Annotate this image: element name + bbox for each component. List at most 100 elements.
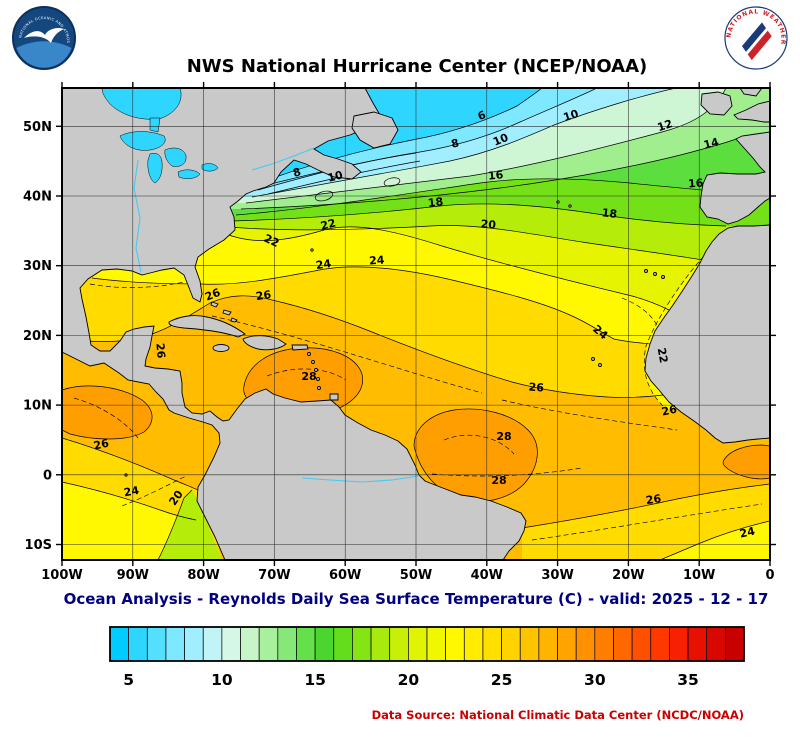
lat-axis-label: 0	[43, 468, 52, 483]
colorbar-segment	[426, 626, 446, 662]
contour-dashed-27a	[211, 315, 483, 394]
rivers	[133, 147, 419, 483]
contour-dashed-gulf	[89, 281, 185, 288]
lon-axis-label: 60W	[329, 568, 361, 583]
colorbar-segment	[109, 626, 129, 662]
colorbar-segment	[128, 626, 148, 662]
scotland-landmass	[739, 88, 763, 97]
sst-warm-pool-east-pacific	[62, 385, 153, 440]
contour-label: 26	[255, 288, 272, 303]
contour-line-16	[235, 178, 703, 216]
colorbar: 5 10 15 20 25 30 35	[109, 626, 745, 689]
contour-label: 26	[660, 403, 678, 419]
contour-label: 10	[326, 168, 344, 184]
africa-landmass	[644, 224, 770, 444]
james-bay	[149, 117, 161, 133]
colorbar-segment	[445, 626, 465, 662]
antilles-island-d	[316, 377, 320, 381]
contour-label: 16	[487, 168, 504, 183]
contour-label: 24	[123, 484, 141, 500]
nws-swoosh-red	[747, 30, 772, 61]
map-canvas	[62, 88, 770, 560]
colorbar-segment	[333, 626, 353, 662]
st-lawrence-river	[251, 147, 315, 171]
colorbar-segment	[352, 626, 372, 662]
colorbar-tick-label: 5	[123, 671, 134, 689]
contour-eddy-a	[314, 190, 334, 202]
antilles-island-a	[307, 352, 311, 356]
antilles-island-e	[317, 386, 321, 390]
contour-line-10	[251, 88, 677, 198]
longitude-axis-labels: 100W 90W 80W 70W 60W 50W 40W 30W 20W 10W 0	[41, 568, 774, 583]
colorbar-segment	[687, 626, 708, 662]
lon-axis-label: 30W	[541, 568, 573, 583]
lon-axis-label: 0	[765, 568, 774, 583]
contour-label: 22	[319, 216, 337, 232]
lat-axis-label: 20N	[23, 329, 52, 344]
contour-line-20	[228, 225, 704, 261]
colorbar-tick-label: 10	[211, 671, 233, 689]
contour-label: 26	[645, 492, 662, 507]
azores-island-b	[568, 204, 572, 208]
data-source-note: Data Source: National Climatic Data Cent…	[372, 708, 744, 722]
contour-label: 24	[738, 525, 756, 541]
nws-logo: NATIONAL WEATHER SERVICE	[721, 1, 788, 70]
colorbar-segment	[389, 626, 409, 662]
contour-dashed-equatorial	[431, 467, 583, 477]
contour-line-18	[231, 203, 727, 227]
colorbar-segment	[650, 626, 670, 662]
lake-huron	[164, 147, 187, 167]
contour-label: 28	[491, 474, 506, 487]
lon-axis-label: 100W	[41, 568, 82, 583]
colorbar-segment	[706, 626, 726, 662]
canary-island-a	[644, 269, 648, 273]
trinidad-island	[329, 393, 339, 401]
england-landmass	[733, 100, 770, 123]
colorbar-segment	[277, 626, 297, 662]
lon-axis-label: 20W	[612, 568, 644, 583]
colorbar-segment	[613, 626, 633, 662]
colorbar-border	[109, 626, 745, 662]
contour-label: 26	[92, 437, 110, 453]
lake-ontario	[201, 163, 219, 172]
colorbar-segment	[408, 626, 428, 662]
contour-label: 18	[601, 206, 618, 221]
colorbar-segment	[240, 626, 260, 662]
contour-dashed-southeast	[531, 503, 763, 541]
latlon-grid	[62, 88, 770, 560]
colorbar-segment	[594, 626, 614, 662]
contour-eddy-b	[383, 177, 401, 187]
bahamas-island-a	[210, 301, 219, 308]
colorbar-segment	[669, 626, 689, 662]
sst-warm-pool-gulf-of-guinea	[722, 444, 770, 480]
ireland-landmass	[700, 91, 733, 116]
sst-overlay-south-atlantic-24	[660, 521, 770, 560]
contour-label: 26	[153, 343, 167, 360]
sst-overlay-pacific-20	[158, 490, 222, 560]
lon-axis-label: 10W	[683, 568, 715, 583]
contour-label: 24	[369, 253, 386, 267]
colorbar-segment	[258, 626, 279, 662]
lon-axis-label: 40W	[471, 568, 503, 583]
colorbar-segment	[725, 626, 745, 662]
nws-swoosh-blue	[741, 22, 766, 52]
contour-dashed-pacific-b	[121, 475, 187, 507]
noaa-logo-sea	[16, 41, 72, 68]
colorbar-segment	[221, 626, 241, 662]
colorbar-segment	[575, 626, 596, 662]
contour-label: 8	[291, 165, 302, 180]
latitude-axis-labels: 50N 40N 30N 20N 10N 0 10S	[23, 120, 52, 553]
colorbar-tick-label: 25	[491, 671, 513, 689]
lon-axis-label: 70W	[258, 568, 290, 583]
puerto-rico-island	[291, 344, 309, 351]
cape-verde-island-a	[591, 357, 595, 361]
contour-line-22	[225, 226, 670, 311]
contour-line-pacific-24	[62, 481, 197, 521]
contour-dashed-caribbean	[266, 368, 347, 381]
contour-labels: 6 8 10 8 10 10 12 14 16 16 18 18 20 22 22 24 24 26 26 26 28 2…	[92, 107, 756, 541]
contour-lines-dashed	[73, 255, 763, 541]
lon-axis-label: 80W	[187, 568, 219, 583]
contour-line-south-26	[521, 483, 770, 529]
